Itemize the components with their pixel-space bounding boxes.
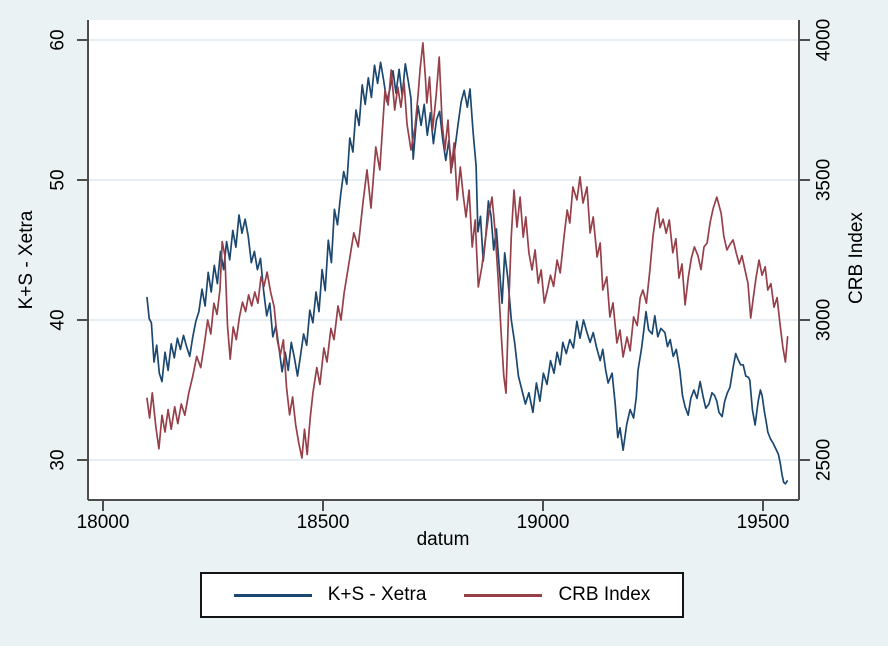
legend-entry-kps: K+S - Xetra (233, 584, 427, 606)
y-right-tick-label: 3000 (814, 299, 835, 341)
legend-label-crb: CRB Index (558, 584, 651, 605)
y-left-tick-label: 30 (48, 449, 69, 470)
y-right-tick-label: 2500 (814, 439, 835, 481)
legend-label-kps: K+S - Xetra (327, 584, 427, 605)
plot-background (88, 20, 799, 500)
x-tick-label: 19500 (737, 512, 790, 533)
y-right-tick-label: 4000 (814, 19, 835, 61)
legend: K+S - Xetra CRB Index (200, 572, 684, 618)
y-left-tick-label: 50 (48, 169, 69, 190)
series-line-kps (146, 61, 789, 485)
left-axis-title: K+S - Xetra (16, 210, 37, 310)
y-left-tick-label: 60 (48, 29, 69, 50)
right-axis-title: CRB Index (846, 212, 867, 304)
y-left-tick-label: 40 (48, 309, 69, 330)
series-line-crb (146, 41, 789, 459)
x-tick-label: 18000 (77, 512, 130, 533)
x-axis-title: datum (416, 529, 470, 550)
legend-line-sample-kps (233, 593, 312, 597)
legend-entry-crb: CRB Index (464, 584, 650, 606)
legend-line-sample-crb (464, 593, 543, 597)
x-tick-label: 18500 (297, 512, 350, 533)
y-right-tick-label: 3500 (814, 159, 835, 201)
x-tick-label: 19000 (517, 512, 570, 533)
